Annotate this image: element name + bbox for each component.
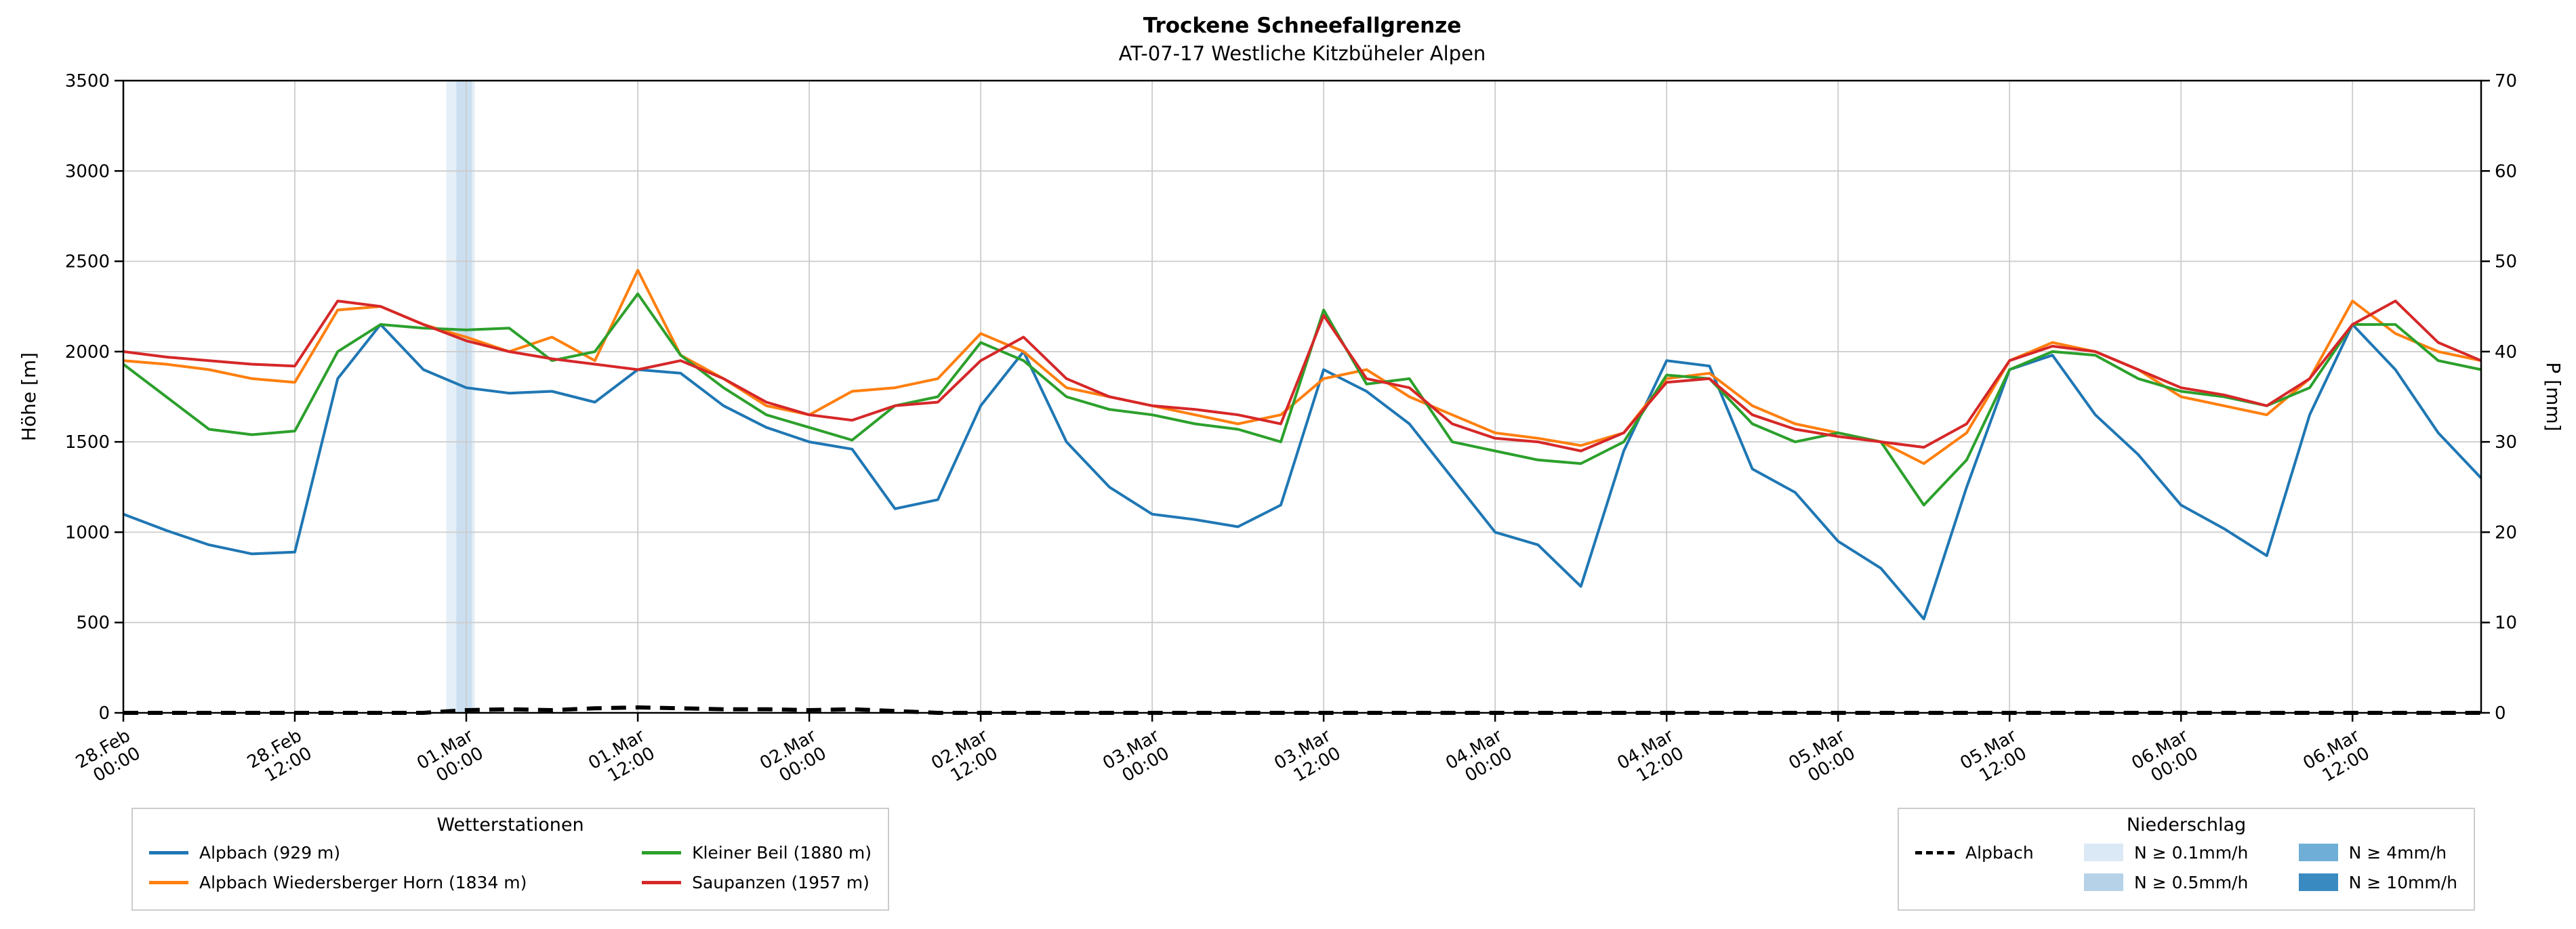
- svg-text:28.Feb12:00: 28.Feb12:00: [244, 726, 316, 791]
- legend-precip-col-3: N ≥ 4mm/h N ≥ 10mm/h: [2298, 838, 2457, 897]
- legend-item-station: Alpbach (929 m): [149, 838, 527, 867]
- x-tick-label: 06.Mar12:00: [2299, 726, 2373, 791]
- precip-patch-label: N ≥ 0.5mm/h: [2134, 872, 2249, 892]
- y-left-tick-label: 2000: [65, 342, 110, 363]
- svg-text:06.Mar12:00: 06.Mar12:00: [2299, 726, 2373, 791]
- y-left-axis-label: Höhe [m]: [18, 352, 40, 441]
- legend-item-precip-line: Alpbach: [1915, 838, 2034, 867]
- station-line-swatch: [642, 850, 682, 854]
- precip-dashed-line-swatch: [1915, 850, 1955, 854]
- svg-text:05.Mar12:00: 05.Mar12:00: [1957, 726, 2030, 791]
- svg-text:28.Feb00:00: 28.Feb00:00: [73, 726, 144, 791]
- legend-precip-title: Niederschlag: [2126, 814, 2247, 835]
- series-line: [122, 292, 2482, 507]
- x-tick-label: 04.Mar00:00: [1442, 726, 1516, 791]
- series-line: [123, 300, 2482, 453]
- y-right-tick-label: 50: [2495, 252, 2517, 272]
- station-line-swatch: [149, 880, 188, 884]
- legend-precip: Niederschlag Alpbach N ≥ 0.1mm/h N ≥ 0.5m…: [1898, 808, 2475, 911]
- y-right-tick-label: 40: [2495, 342, 2517, 363]
- x-tick-label: 04.Mar12:00: [1614, 726, 1688, 791]
- svg-text:02.Mar00:00: 02.Mar00:00: [756, 726, 830, 791]
- legend-stations-col-1: Alpbach (929 m) Alpbach Wiedersberger Hor…: [149, 838, 527, 897]
- chart-title: Trockene Schneefallgrenze: [1143, 14, 1462, 38]
- y-right-tick-label: 0: [2495, 703, 2506, 724]
- station-label: Alpbach Wiedersberger Horn (1834 m): [199, 872, 527, 892]
- x-tick-label: 01.Mar12:00: [585, 726, 659, 791]
- y-left-tick-label: 0: [98, 703, 110, 724]
- legend-item-precip-patch: N ≥ 4mm/h: [2298, 838, 2457, 867]
- legend-item-precip-patch: N ≥ 0.1mm/h: [2084, 838, 2248, 867]
- legend-stations-title: Wetterstationen: [436, 814, 584, 835]
- legend-item-station: Alpbach Wiedersberger Horn (1834 m): [149, 867, 527, 897]
- y-right-tick-label: 60: [2495, 161, 2517, 182]
- x-tick-label: 01.Mar00:00: [413, 726, 487, 791]
- svg-text:01.Mar00:00: 01.Mar00:00: [413, 726, 487, 791]
- x-tick-label: 02.Mar12:00: [928, 726, 1002, 791]
- legend-item-station: Saupanzen (1957 m): [642, 867, 872, 897]
- svg-text:02.Mar12:00: 02.Mar12:00: [928, 726, 1002, 791]
- y-right-axis-label: P [mm]: [2542, 362, 2564, 431]
- x-tick-label: 28.Feb12:00: [244, 726, 316, 791]
- x-tick-label: 02.Mar00:00: [756, 726, 830, 791]
- legend-precip-col-2: N ≥ 0.1mm/h N ≥ 0.5mm/h: [2084, 838, 2248, 897]
- svg-text:06.Mar00:00: 06.Mar00:00: [2128, 726, 2202, 791]
- station-label: Alpbach (929 m): [199, 842, 341, 863]
- station-label: Saupanzen (1957 m): [692, 872, 870, 892]
- svg-text:03.Mar12:00: 03.Mar12:00: [1271, 726, 1345, 791]
- precip-patch-swatch: [2298, 873, 2338, 891]
- y-right-tick-label: 10: [2495, 613, 2517, 634]
- legend-stations: Wetterstationen Alpbach (929 m) Alpbach W…: [131, 808, 889, 911]
- legend-item-precip-patch: N ≥ 10mm/h: [2298, 867, 2457, 897]
- svg-text:03.Mar00:00: 03.Mar00:00: [1099, 726, 1173, 791]
- y-left-tick-label: 3500: [65, 71, 110, 91]
- legend-precip-col-1: Alpbach: [1915, 838, 2034, 897]
- y-left-tick-label: 2500: [65, 252, 110, 272]
- x-tick-label: 28.Feb00:00: [73, 726, 144, 791]
- svg-text:01.Mar12:00: 01.Mar12:00: [585, 726, 659, 791]
- chart-canvas: 0 500 1000 1500 2000 2500 3000 3500 0 10 20 30 40 50 6…: [18, 71, 2564, 791]
- y-left-tick-label: 3000: [65, 161, 110, 182]
- station-line-swatch: [642, 880, 682, 884]
- precip-patch-label: N ≥ 10mm/h: [2348, 872, 2457, 892]
- svg-text:05.Mar00:00: 05.Mar00:00: [1785, 726, 1859, 791]
- x-tick-label: 06.Mar00:00: [2128, 726, 2202, 791]
- chart-subtitle: AT-07-17 Westliche Kitzbüheler Alpen: [1118, 42, 1486, 65]
- precip-patch-swatch: [2298, 844, 2338, 861]
- x-tick-label: 05.Mar12:00: [1957, 726, 2030, 791]
- svg-text:04.Mar12:00: 04.Mar12:00: [1614, 726, 1688, 791]
- y-right-tick-label: 30: [2495, 432, 2517, 453]
- x-tick-label: 03.Mar00:00: [1099, 726, 1173, 791]
- station-line-swatch: [149, 850, 188, 854]
- y-left-tick-label: 500: [76, 613, 110, 634]
- y-left-tick-label: 1000: [65, 522, 110, 543]
- legend-stations-col-2: Kleiner Beil (1880 m) Saupanzen (1957 m): [642, 838, 872, 897]
- y-left-tick-label: 1500: [65, 432, 110, 453]
- legend-item-precip-patch: N ≥ 0.5mm/h: [2084, 867, 2248, 897]
- station-label: Kleiner Beil (1880 m): [692, 842, 872, 863]
- series-line: [123, 323, 2482, 621]
- y-right-tick-label: 70: [2495, 71, 2517, 91]
- precip-patch-swatch: [2084, 844, 2124, 861]
- legend-item-station: Kleiner Beil (1880 m): [642, 838, 872, 867]
- x-tick-label: 03.Mar12:00: [1271, 726, 1345, 791]
- x-tick-label: 05.Mar00:00: [1785, 726, 1859, 791]
- svg-text:04.Mar00:00: 04.Mar00:00: [1442, 726, 1516, 791]
- precip-patch-label: N ≥ 4mm/h: [2348, 842, 2447, 863]
- plot-border: [122, 79, 2482, 714]
- precip-patch-label: N ≥ 0.1mm/h: [2134, 842, 2249, 863]
- y-right-tick-label: 20: [2495, 522, 2517, 543]
- precip-patch-swatch: [2084, 873, 2124, 891]
- precip-line-label: Alpbach: [1965, 842, 2034, 863]
- precip-band: [456, 81, 472, 713]
